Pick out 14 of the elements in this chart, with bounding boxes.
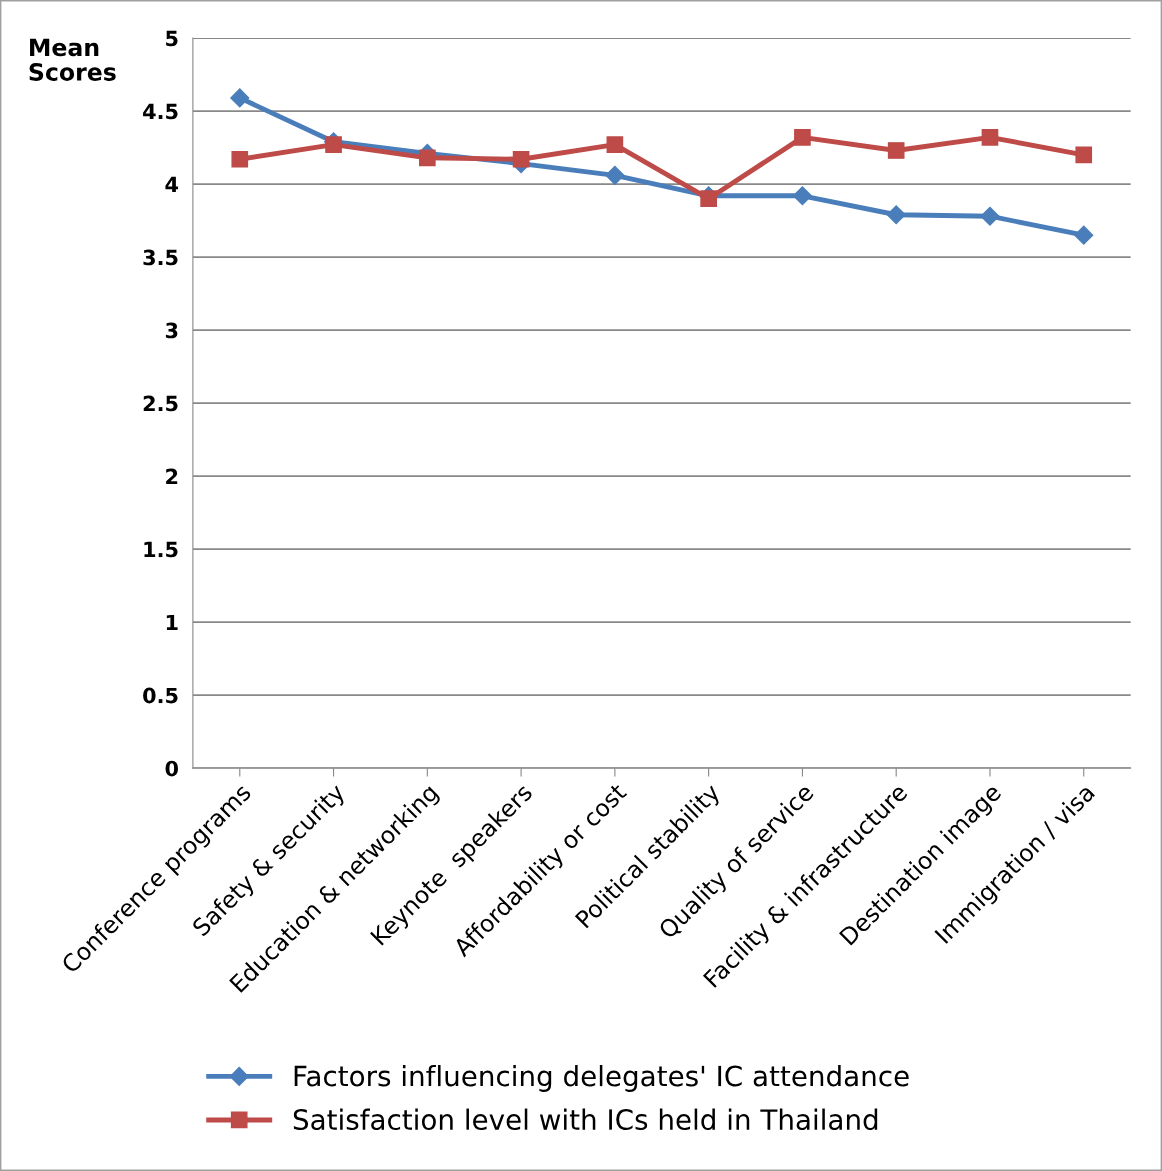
y-axis-title: Mean Scores [29,38,116,81]
y-tick-label: 2 [166,468,178,485]
legend-label: Factors influencing delegates' IC attendance [294,1065,909,1092]
y-tick-label: 3 [165,322,178,339]
y-tick-label: 1 [166,614,178,631]
y-tick-label: 4.5 [143,103,178,120]
legend-label: Satisfaction level with ICs held in Thailand [293,1108,878,1131]
y-tick-label: 4 [165,176,179,192]
y-tick-label: 0.5 [143,687,178,704]
y-tick-label: 3.5 [143,249,178,266]
y-tick-label: 5 [166,30,178,47]
y-tick-label: 2.5 [143,395,178,412]
y-tick-label: 0 [165,760,179,777]
y-tick-label: 1.5 [144,541,178,558]
